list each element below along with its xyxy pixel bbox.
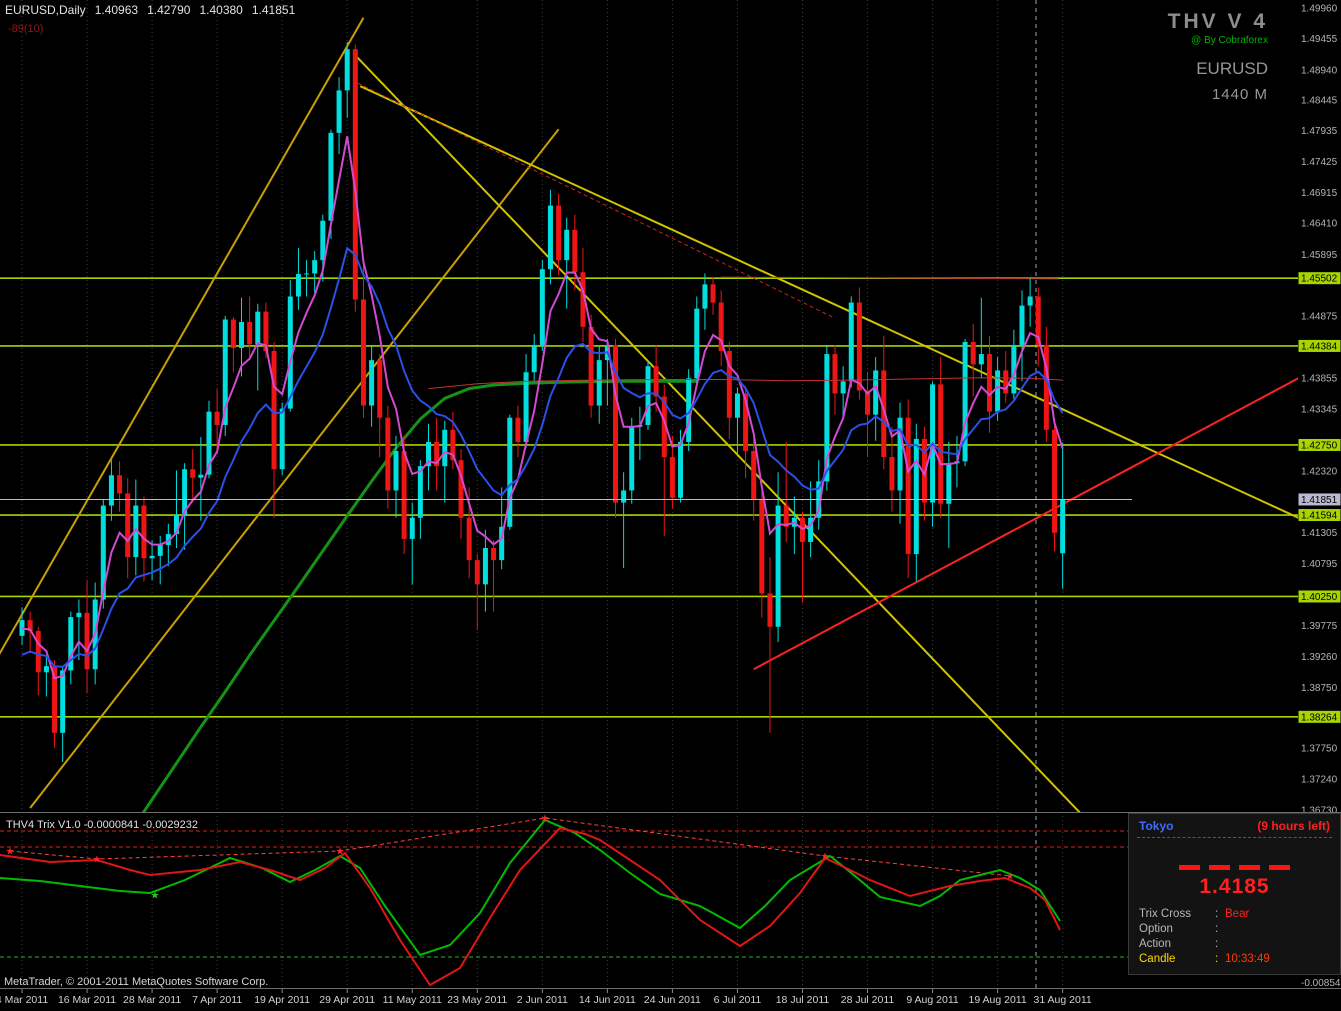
session-header: Tokyo (9 hours left): [1137, 818, 1332, 834]
trix-peak-marker: ★: [151, 891, 160, 902]
low-value: 1.40380: [199, 3, 243, 17]
svg-text:1.49455: 1.49455: [1301, 34, 1338, 45]
svg-text:1.38750: 1.38750: [1301, 683, 1338, 694]
date-label: 24 Jun 2011: [644, 994, 701, 1006]
date-label: 11 May 2011: [383, 994, 442, 1006]
svg-text:1.37750: 1.37750: [1301, 744, 1338, 755]
date-label: 9 Aug 2011: [906, 994, 959, 1006]
svg-text:1.48445: 1.48445: [1301, 95, 1338, 106]
svg-text:1.41305: 1.41305: [1301, 528, 1338, 539]
date-label: 2 Jun 2011: [517, 994, 568, 1006]
trix-red-line: [0, 826, 1061, 987]
svg-text:1.45895: 1.45895: [1301, 250, 1338, 261]
trend-dash: [1209, 865, 1230, 870]
date-label: 31 Aug 2011: [1034, 994, 1092, 1006]
ema-mid-blue: [21, 246, 1064, 668]
trend-dash: [1239, 865, 1260, 870]
trix-peak-marker: ★: [541, 814, 550, 825]
symbol-period-label: EURUSD,Daily: [5, 3, 86, 17]
trix-peak-marker: ★: [6, 847, 15, 858]
svg-text:1.47425: 1.47425: [1301, 157, 1338, 168]
date-label: 7 Apr 2011: [192, 994, 242, 1006]
thv-logo: THV V 4: [1167, 10, 1268, 33]
close-value: 1.41851: [251, 3, 296, 17]
svg-text:1.38264: 1.38264: [1301, 712, 1338, 723]
date-label: 28 Mar 2011: [123, 994, 181, 1006]
date-label: 28 Jul 2011: [841, 994, 895, 1006]
svg-text:1.36730: 1.36730: [1301, 805, 1338, 816]
date-label: 4 Mar 2011: [0, 994, 48, 1006]
ma-slow-green: [141, 379, 697, 812]
date-label: 18 Jul 2011: [776, 994, 830, 1006]
date-label: 29 Apr 2011: [319, 994, 375, 1006]
svg-text:1.40250: 1.40250: [1301, 592, 1338, 603]
thv-branding: THV V 4 @ By Cobraforex EURUSD 1440 M: [1168, 10, 1268, 103]
gridlines-layer: [21, 0, 1064, 988]
svg-text:1.47935: 1.47935: [1301, 126, 1338, 137]
date-label: 19 Apr 2011: [254, 994, 310, 1006]
trix-peak-marker: ★: [336, 847, 345, 858]
svg-text:1.49960: 1.49960: [1301, 4, 1338, 15]
trix-green-line: [0, 818, 1061, 957]
trix-layer: [0, 817, 1128, 987]
thv-byline: @ By Cobraforex: [1191, 35, 1268, 46]
svg-text:1.42750: 1.42750: [1301, 440, 1338, 451]
indicator-label: -89(10): [8, 23, 44, 35]
copyright-text: MetaTrader, © 2001-2011 MetaQuotes Softw…: [4, 976, 269, 988]
dashboard-row-candle: Candle:10:33:49: [1139, 952, 1270, 965]
svg-text:1.44384: 1.44384: [1301, 341, 1338, 352]
svg-text:1.43855: 1.43855: [1301, 374, 1338, 385]
dashboard-separator: [1137, 837, 1332, 838]
session-name: Tokyo: [1139, 819, 1174, 833]
date-axis[interactable]: 4 Mar 2011 16 Mar 2011 28 Mar 2011 7 Apr 20…: [0, 989, 1092, 1006]
thv-dashboard: Tokyo (9 hours left) 1.4185 Trix Cross: B…: [1128, 813, 1341, 975]
svg-text:1.42320: 1.42320: [1301, 467, 1338, 478]
dashboard-rows: Trix Cross: Bear Option: Action: Candle:10:3…: [1137, 906, 1332, 966]
ma-flat-red: [428, 377, 1063, 390]
trend-strength-dashes: [1137, 865, 1332, 870]
svg-text:-0.00854: -0.00854: [1301, 978, 1341, 989]
svg-text:1.44875: 1.44875: [1301, 312, 1338, 323]
date-label: 23 May 2011: [447, 994, 507, 1006]
thv-symbol-label: EURUSD: [1196, 59, 1268, 78]
date-label: 14 Jun 2011: [579, 994, 636, 1006]
dashboard-row-trix-cross: Trix Cross: Bear: [1139, 907, 1250, 920]
svg-text:1.37240: 1.37240: [1301, 774, 1338, 785]
svg-text:1.39775: 1.39775: [1301, 621, 1338, 632]
date-label: 6 Jul 2011: [714, 994, 762, 1006]
svg-text:1.41851: 1.41851: [1301, 495, 1338, 506]
trix-peak-connector: [9, 817, 1011, 877]
trix-indicator-title: THV4 Trix V1.0 -0.0000841 -0.0029232: [6, 819, 199, 831]
svg-text:1.39260: 1.39260: [1301, 652, 1338, 663]
svg-text:1.48940: 1.48940: [1301, 65, 1338, 76]
svg-text:1.46410: 1.46410: [1301, 219, 1338, 230]
dashboard-row-option: Option:: [1139, 922, 1219, 935]
date-label: 16 Mar 2011: [58, 994, 116, 1006]
svg-text:1.43345: 1.43345: [1301, 404, 1338, 415]
trend-dash: [1179, 865, 1200, 870]
dashboard-price: 1.4185: [1199, 875, 1270, 898]
main-chart-layer: [0, 17, 1298, 812]
trix-peak-marker: ★: [93, 855, 102, 866]
svg-text:1.46915: 1.46915: [1301, 188, 1338, 199]
dashboard-row-action: Action:: [1139, 937, 1219, 950]
svg-text:1.40795: 1.40795: [1301, 559, 1338, 570]
high-value: 1.42790: [147, 3, 191, 17]
thv-timeframe-label: 1440 M: [1211, 86, 1268, 103]
svg-text:1.41594: 1.41594: [1301, 511, 1338, 522]
trix-peak-marker: ★: [821, 852, 830, 863]
open-value: 1.40963: [94, 3, 139, 17]
chart-title: EURUSD,Daily 1.40963 1.42790 1.40380 1.4…: [5, 3, 295, 17]
trend-dash: [1269, 865, 1290, 870]
session-time-left: (9 hours left): [1257, 819, 1330, 833]
svg-text:1.45502: 1.45502: [1301, 274, 1338, 285]
trix-peak-marker: ★: [1006, 872, 1015, 883]
date-label: 19 Aug 2011: [968, 994, 1026, 1006]
